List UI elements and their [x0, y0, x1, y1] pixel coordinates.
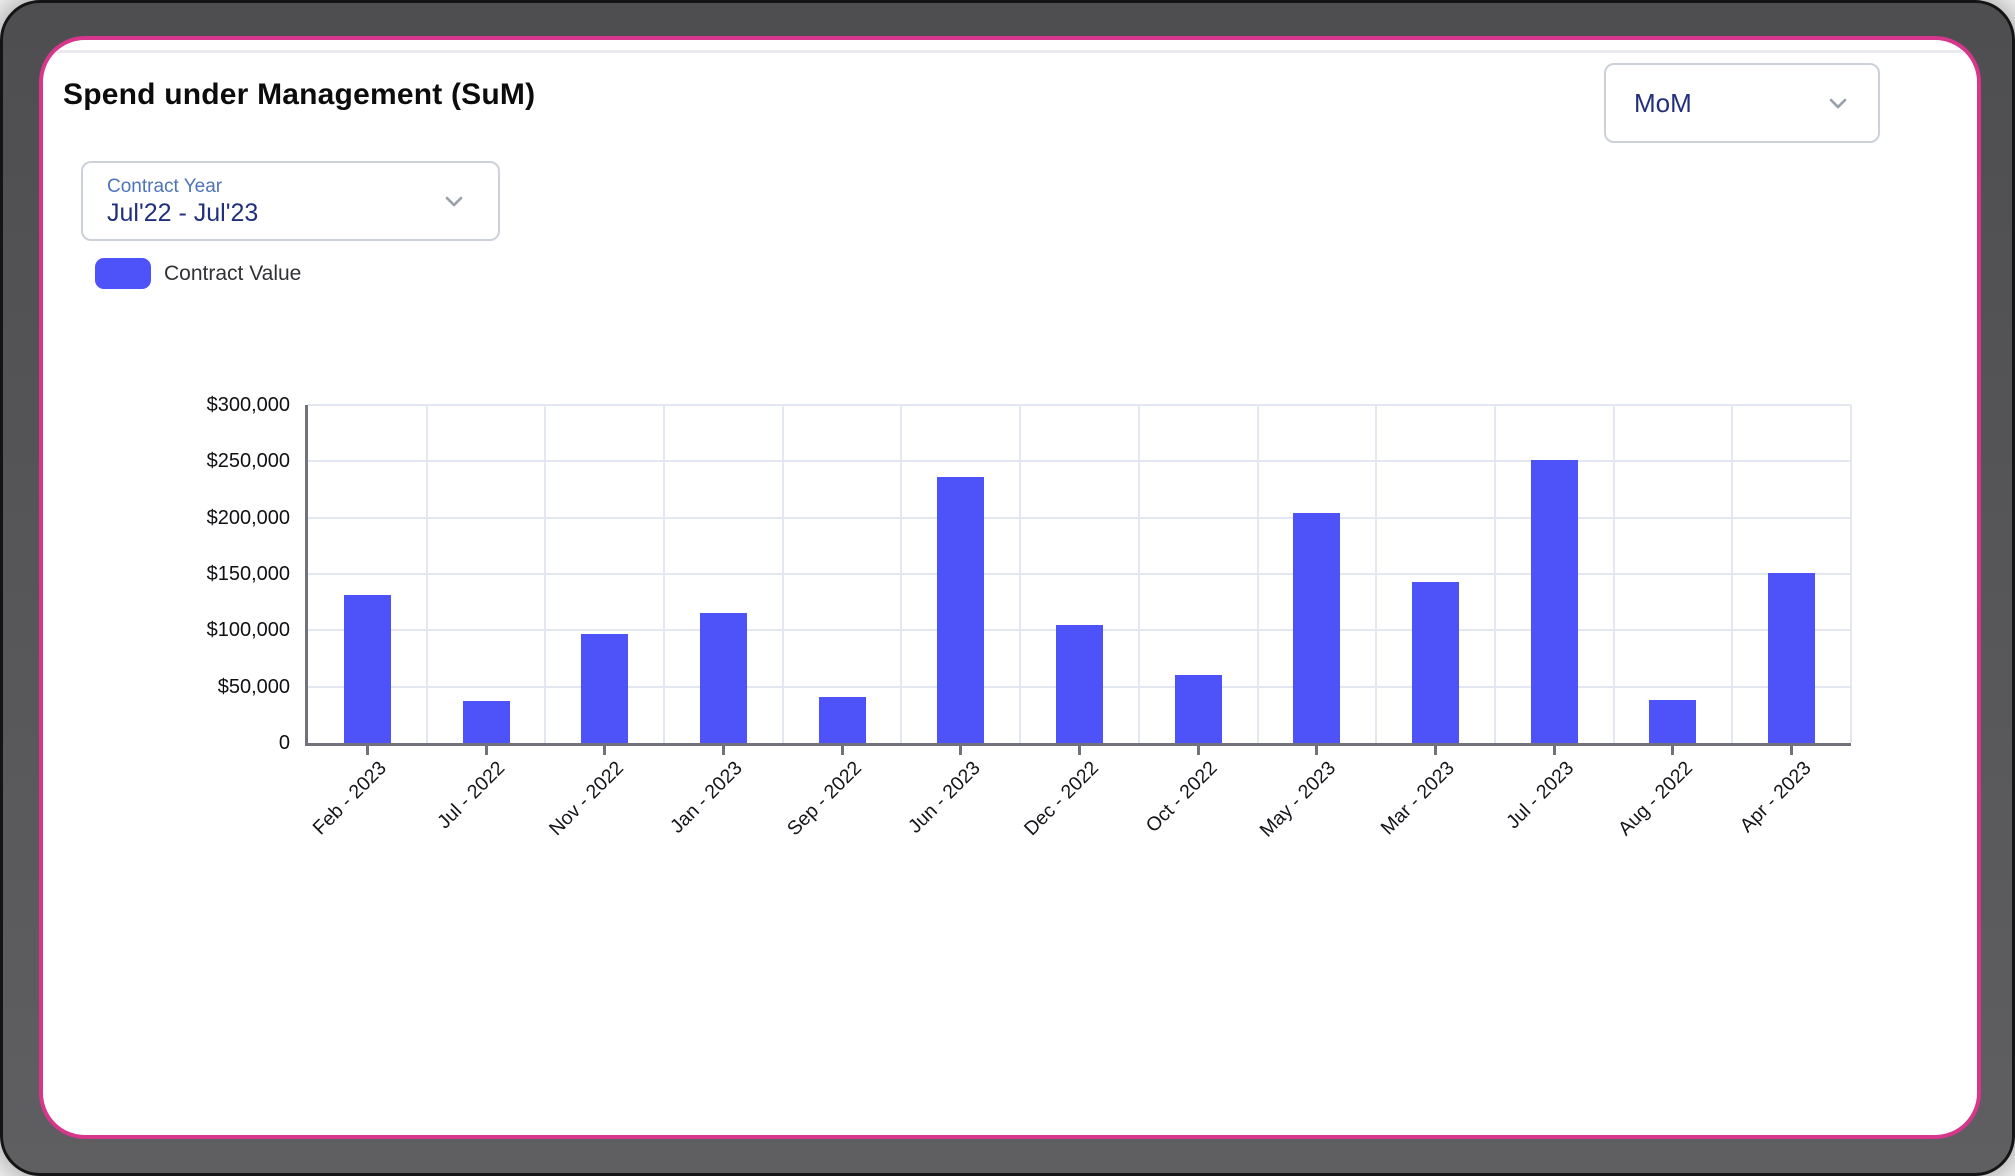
- gridline-vertical: [900, 405, 903, 743]
- x-axis-tick: [959, 746, 963, 755]
- legend-swatch: [95, 258, 151, 289]
- contract-year-value: Jul'22 - Jul'23: [107, 198, 259, 227]
- contract-year-dropdown[interactable]: Contract Year Jul'22 - Jul'23: [81, 161, 500, 241]
- x-tick-label: May - 2023: [1255, 757, 1341, 842]
- x-tick-label: Feb - 2023: [308, 757, 391, 840]
- x-axis-line: [305, 743, 1851, 746]
- y-tick-label: $250,000: [206, 450, 290, 473]
- x-tick-label: Oct - 2022: [1141, 757, 1222, 837]
- x-axis-tick: [1078, 746, 1081, 755]
- x-tick-label: Aug - 2022: [1613, 757, 1697, 841]
- x-axis-tick: [1552, 746, 1556, 755]
- x-tick-label: Jan - 2023: [666, 757, 747, 838]
- x-axis-tick: [603, 746, 607, 755]
- bar[interactable]: [937, 477, 985, 743]
- period-dropdown-value: MoM: [1634, 87, 1692, 118]
- x-axis-tick: [721, 746, 725, 755]
- gridline-vertical: [663, 405, 666, 743]
- gridline-horizontal: [308, 573, 1851, 575]
- bar[interactable]: [1056, 624, 1103, 743]
- x-axis-tick: [1434, 746, 1438, 755]
- x-tick-label: Jul - 2022: [433, 757, 510, 834]
- x-tick-label: Mar - 2023: [1376, 757, 1460, 840]
- y-tick-label: $50,000: [217, 675, 290, 698]
- y-axis-line: [305, 405, 308, 746]
- chevron-down-icon: [445, 196, 463, 207]
- x-axis-tick: [1196, 746, 1200, 755]
- legend-label: Contract Value: [164, 261, 302, 285]
- bar[interactable]: [1649, 700, 1697, 743]
- bar[interactable]: [699, 613, 747, 743]
- x-tick-label: Nov - 2022: [545, 757, 629, 841]
- bar[interactable]: [581, 633, 629, 743]
- page-title: Spend under Management (SuM): [63, 78, 536, 111]
- y-tick-label: $300,000: [206, 394, 290, 416]
- bar[interactable]: [343, 595, 391, 743]
- gridline-vertical: [1375, 405, 1378, 743]
- gridline-horizontal: [308, 404, 1851, 406]
- contract-year-text: Contract Year Jul'22 - Jul'23: [107, 175, 258, 228]
- gridline-vertical: [781, 405, 784, 743]
- gridline-vertical: [1137, 405, 1140, 743]
- x-tick-label: Jun - 2023: [903, 757, 985, 838]
- bar[interactable]: [1293, 513, 1341, 743]
- gridline-vertical: [1256, 405, 1259, 743]
- x-tick-label: Dec - 2022: [1020, 757, 1104, 841]
- legend: Contract Value: [95, 258, 301, 289]
- chevron-down-icon: [1829, 98, 1847, 109]
- y-tick-label: 0: [278, 732, 290, 754]
- period-dropdown[interactable]: MoM: [1604, 63, 1880, 143]
- gridline-horizontal: [308, 460, 1851, 463]
- y-tick-label: $200,000: [206, 506, 290, 529]
- contract-year-label: Contract Year: [107, 175, 223, 197]
- gridline-vertical: [1493, 405, 1496, 743]
- x-axis-tick: [1790, 746, 1794, 755]
- y-tick-label: $150,000: [206, 563, 290, 585]
- top-divider: [43, 50, 1977, 53]
- x-tick-label: Jul - 2023: [1501, 757, 1578, 834]
- x-axis-tick: [484, 746, 488, 755]
- gridline-vertical: [425, 405, 428, 743]
- dashboard-panel: Spend under Management (SuM) MoM Contrac…: [39, 36, 1981, 1139]
- y-tick-label: $100,000: [206, 619, 290, 642]
- gridline-vertical: [1019, 405, 1022, 743]
- x-axis-tick: [1671, 746, 1675, 755]
- x-axis-tick: [365, 746, 369, 755]
- x-axis-tick: [840, 746, 844, 755]
- bar[interactable]: [1412, 581, 1460, 743]
- gridline-vertical: [1731, 405, 1734, 743]
- bar[interactable]: [1530, 460, 1578, 743]
- gridline-vertical: [1850, 405, 1852, 743]
- x-tick-label: Apr - 2023: [1735, 757, 1816, 837]
- bar[interactable]: [818, 696, 866, 743]
- bar-chart-plot-area: 0 $50,000 $100,000 $150,000 $200,000 $250,000…: [207, 394, 1852, 842]
- x-tick-label: Sep - 2022: [782, 757, 866, 841]
- gridline-vertical: [1612, 405, 1615, 743]
- gridline-horizontal: [308, 516, 1851, 519]
- bar[interactable]: [1174, 675, 1222, 743]
- x-axis-tick: [1315, 746, 1319, 755]
- gridline-vertical: [544, 405, 547, 743]
- bar[interactable]: [1768, 572, 1816, 743]
- bar[interactable]: [462, 701, 510, 743]
